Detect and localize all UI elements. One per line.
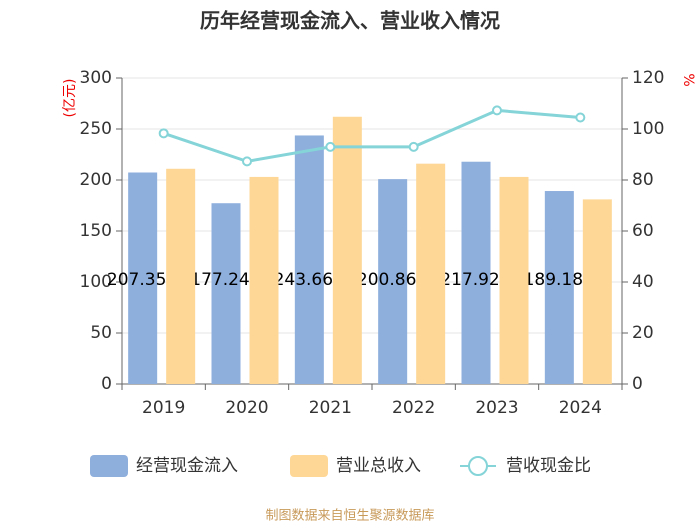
source-note: 制图数据来自恒生聚源数据库 <box>265 508 434 524</box>
legend-label: 营业总收入 <box>336 456 421 476</box>
bar <box>416 163 446 384</box>
bar <box>128 172 158 384</box>
legend-label: 营收现金比 <box>506 456 591 476</box>
bar <box>294 135 324 384</box>
legend-label: 经营现金流入 <box>136 456 238 476</box>
data-label: 207.35 <box>107 270 166 290</box>
y2-tick-label: 120 <box>632 68 664 88</box>
data-label: 217.92 <box>440 270 499 290</box>
line-point <box>158 128 169 139</box>
x-tick-label: 2022 <box>392 398 435 418</box>
bar <box>211 203 241 384</box>
y2-tick-label: 40 <box>632 272 654 292</box>
data-label: 177.24 <box>190 270 249 290</box>
y-tick-label: 0 <box>101 374 112 394</box>
y2-tick-label: 0 <box>632 374 643 394</box>
y2-tick-label: 80 <box>632 170 654 190</box>
line-point <box>492 105 502 116</box>
line-point <box>408 141 419 152</box>
bar <box>332 116 362 384</box>
x-tick-label: 2023 <box>475 398 518 418</box>
y-tick-label: 150 <box>80 221 112 241</box>
y-tick-label: 250 <box>80 119 112 139</box>
x-tick-label: 2020 <box>225 398 268 418</box>
y-axis-label: (亿元) <box>62 79 78 118</box>
data-label: 200.86 <box>357 270 416 290</box>
legend-swatch <box>290 455 328 477</box>
line <box>163 108 581 163</box>
chart-title: 历年经营现金流入、营业收入情况 <box>200 9 500 33</box>
bar <box>249 176 279 384</box>
data-label: 243.66 <box>274 270 333 290</box>
y-tick-label: 200 <box>80 170 112 190</box>
y2-tick-label: 100 <box>632 119 664 139</box>
legend-swatch <box>90 455 128 477</box>
bar <box>461 161 491 384</box>
x-tick-label: 2021 <box>309 398 352 418</box>
y-tick-label: 100 <box>80 272 112 292</box>
y2-tick-label: 60 <box>632 221 654 241</box>
y-tick-label: 50 <box>90 323 112 343</box>
data-label: 189.18 <box>524 270 583 290</box>
bar <box>544 191 574 384</box>
x-tick-label: 2024 <box>559 398 602 418</box>
line-point <box>325 141 336 152</box>
bar <box>499 176 529 384</box>
legend-swatch <box>468 456 488 476</box>
bar <box>582 199 612 384</box>
y2-axis-label: % <box>680 73 696 86</box>
bar <box>378 179 408 384</box>
y-tick-label: 300 <box>80 68 112 88</box>
bar <box>166 168 196 384</box>
line-point <box>575 112 586 123</box>
y2-tick-label: 20 <box>632 323 654 343</box>
x-tick-label: 2019 <box>142 398 185 418</box>
line-point <box>242 156 252 167</box>
